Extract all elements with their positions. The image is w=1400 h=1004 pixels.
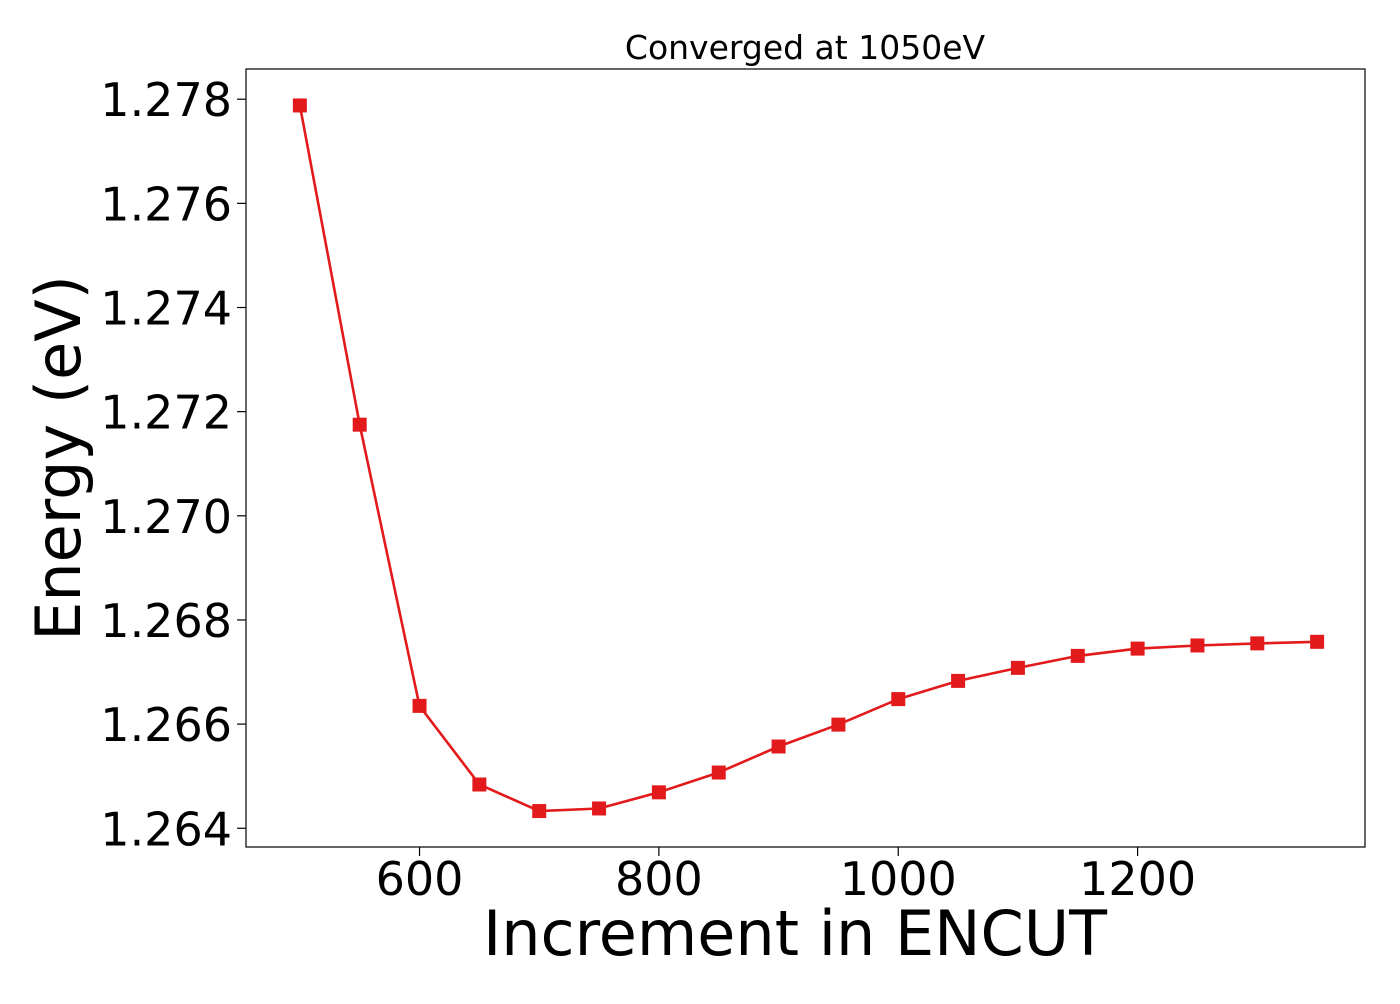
- data-point-marker: [1130, 641, 1145, 656]
- x-axis-label: Increment in ENCUT: [483, 897, 1108, 970]
- x-tick-label: 800: [615, 852, 703, 906]
- data-point-marker: [592, 801, 607, 816]
- y-tick-label: 1.264: [100, 802, 232, 856]
- data-point-marker: [1250, 636, 1265, 651]
- data-point-marker: [352, 417, 367, 432]
- plot-area-frame: [245, 68, 1366, 848]
- x-tick-label: 600: [376, 852, 464, 906]
- data-point-marker: [1070, 648, 1085, 663]
- y-tick-label: 1.276: [100, 177, 232, 231]
- chart-title: Converged at 1050eV: [625, 28, 986, 67]
- data-point-marker: [771, 739, 786, 754]
- y-tick-label: 1.268: [100, 594, 232, 648]
- x-axis-ticks: 600 800 1000 1200: [376, 847, 1196, 906]
- data-point-marker: [532, 804, 547, 819]
- x-tick-label: 1200: [1079, 852, 1196, 906]
- y-tick-label: 1.270: [100, 490, 232, 544]
- series-line: [298, 105, 1318, 813]
- data-point-marker: [831, 717, 846, 732]
- data-point-marker: [1010, 660, 1025, 675]
- y-tick-label: 1.278: [100, 73, 232, 127]
- data-point-marker: [1310, 634, 1325, 649]
- x-tick-label: 1000: [840, 852, 957, 906]
- y-tick-label: 1.266: [100, 698, 232, 752]
- data-point-marker: [951, 673, 966, 688]
- data-point-marker: [651, 785, 666, 800]
- data-point-marker: [711, 765, 726, 780]
- data-point-marker: [292, 98, 307, 113]
- y-axis-ticks: 1.264 1.266 1.268 1.270 1.272 1.274 1.276 1.278: [100, 73, 246, 856]
- y-tick-label: 1.272: [100, 386, 232, 440]
- series-layer: [292, 98, 1325, 819]
- y-tick-label: 1.274: [100, 282, 232, 336]
- data-point-marker: [1190, 638, 1205, 653]
- y-axis-label: Energy (eV): [22, 275, 95, 641]
- data-point-marker: [412, 698, 427, 713]
- data-point-marker: [472, 777, 487, 792]
- data-point-marker: [891, 692, 906, 707]
